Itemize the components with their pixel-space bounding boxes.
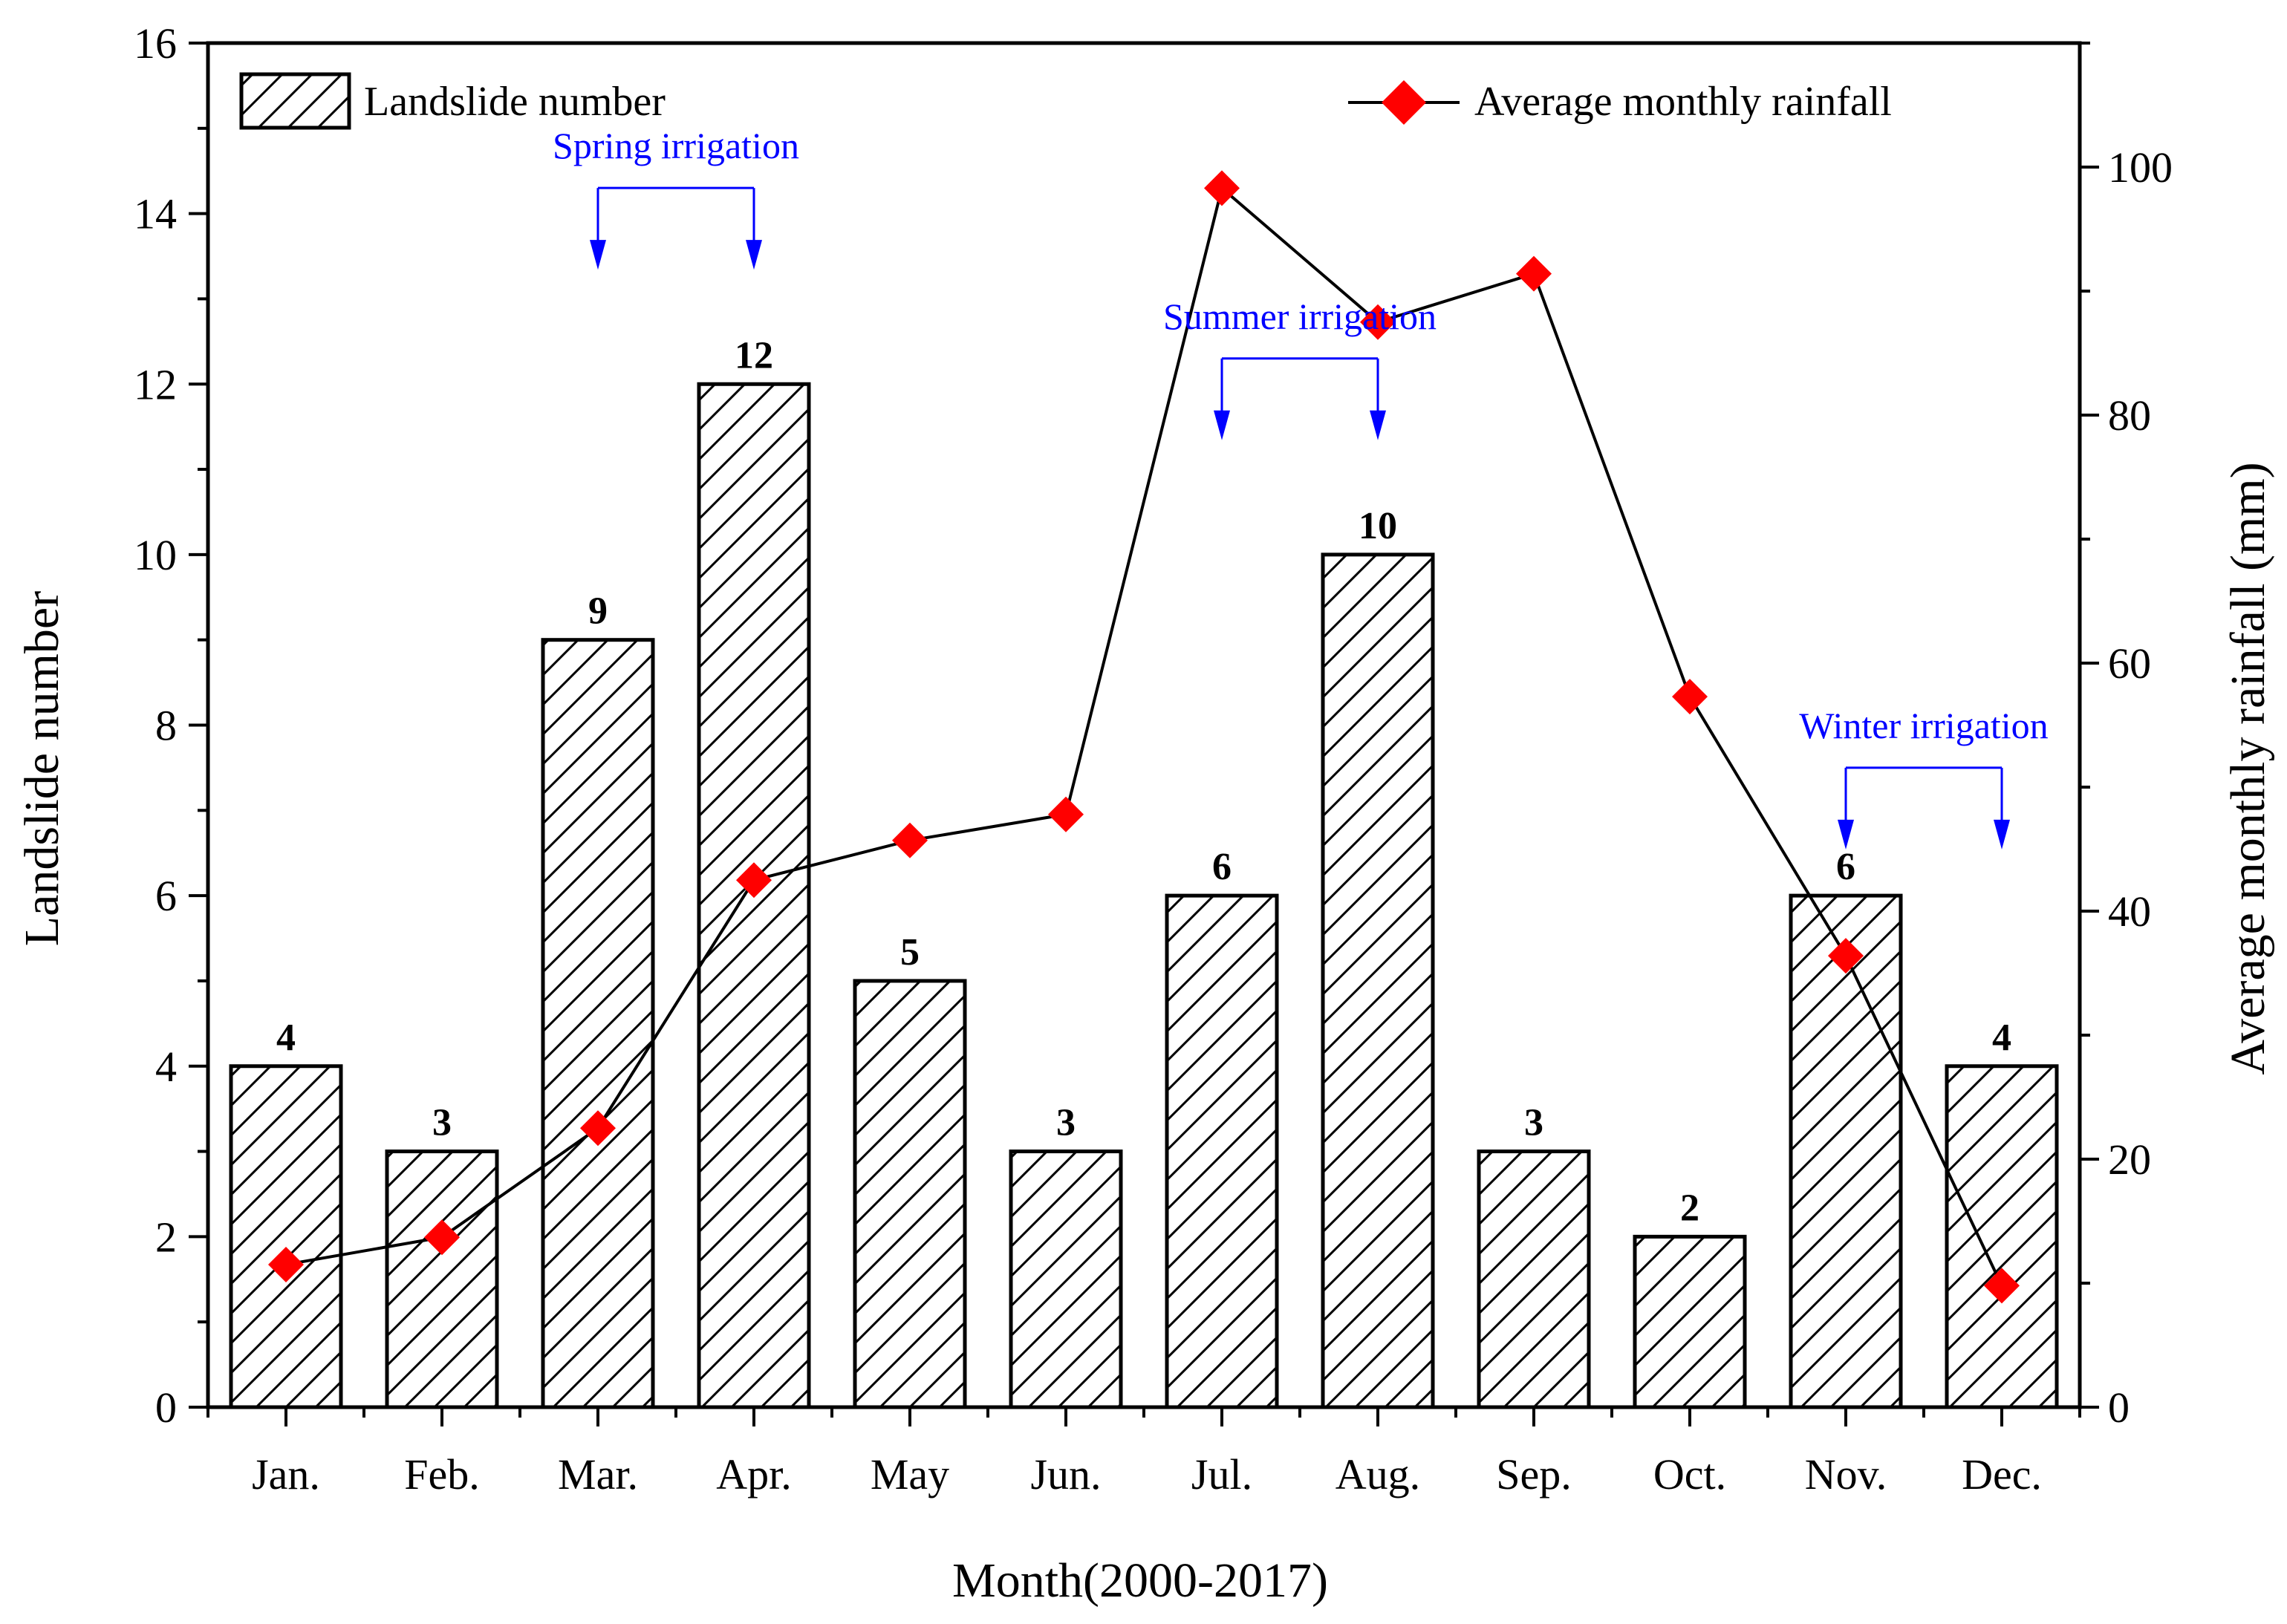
y-tick-label: 6 — [155, 872, 177, 920]
rainfall-point-4 — [736, 862, 772, 899]
irrigation-annotations: Spring irrigation Summer irrigation Winter… — [553, 125, 2049, 849]
irrigation-annotation-2: Summer irrigation — [1163, 296, 1437, 440]
rainfall-polyline — [285, 185, 2003, 1287]
bar-2 — [385, 1149, 499, 1409]
bar-3 — [541, 638, 655, 1409]
irrigation-label: Summer irrigation — [1163, 296, 1437, 337]
bars — [229, 382, 2059, 1409]
rainfall-point-11 — [1828, 938, 1864, 974]
bar-labels: 4 3 9 12 5 3 6 10 3 2 6 4 — [276, 334, 2011, 1229]
rainfall-line — [268, 170, 2020, 1304]
x-tick-label: Feb. — [404, 1450, 480, 1499]
y-axis-title: Landslide number — [15, 591, 69, 946]
bar-8 — [1321, 552, 1435, 1409]
y2-tick-label: 100 — [2108, 143, 2173, 192]
irrigation-annotation-1: Spring irrigation — [553, 125, 799, 270]
x-tick-label: Mar. — [558, 1450, 638, 1499]
bar-1 — [229, 1064, 343, 1409]
y2-tick-label: 20 — [2108, 1135, 2151, 1184]
y-tick-label: 8 — [155, 702, 177, 750]
x-axis-title: Month(2000-2017) — [952, 1553, 1328, 1608]
bar-5 — [853, 979, 967, 1409]
x-tick-label: Apr. — [716, 1450, 792, 1499]
rainfall-point-9 — [1516, 255, 1552, 292]
down-arrow-icon — [1838, 819, 1854, 849]
y-axis-right: 0 20 40 60 80 100 — [2080, 42, 2173, 1432]
rainfall-point-10 — [1672, 679, 1708, 715]
bar-value-label: 4 — [276, 1017, 296, 1059]
rainfall-point-6 — [1048, 796, 1084, 832]
x-tick-label: May — [871, 1450, 949, 1499]
down-arrow-icon — [1994, 819, 2010, 849]
x-tick-label: Jul. — [1191, 1450, 1252, 1499]
y2-tick-label: 0 — [2108, 1383, 2130, 1432]
legend-bar-label: Landslide number — [364, 79, 666, 125]
x-tick-label: Aug. — [1336, 1450, 1420, 1499]
bar-value-label: 10 — [1359, 505, 1397, 547]
x-tick-label: Nov. — [1805, 1450, 1887, 1499]
rainfall-point-5 — [892, 822, 928, 858]
bar-value-label: 9 — [588, 590, 608, 633]
rainfall-point-12 — [1984, 1268, 2020, 1304]
x-tick-label: Dec. — [1962, 1450, 2042, 1499]
down-arrow-icon — [1370, 410, 1386, 440]
y2-axis-title: Average monthly rainfall (mm) — [2221, 462, 2275, 1074]
y-tick-label: 4 — [155, 1043, 177, 1091]
x-tick-label: Jun. — [1030, 1450, 1101, 1499]
y-tick-label: 16 — [134, 19, 177, 68]
legend-diamond-icon — [1382, 80, 1426, 125]
y-tick-label: 10 — [134, 531, 177, 579]
legend: Landslide number Average monthly rainfal… — [239, 72, 1892, 130]
bar-value-label: 2 — [1680, 1187, 1699, 1229]
legend-line-label: Average monthly rainfall — [1474, 79, 1892, 125]
y-tick-label: 0 — [155, 1383, 177, 1432]
bar-value-label: 12 — [735, 334, 773, 376]
bar-value-label: 3 — [1056, 1102, 1076, 1144]
bar-value-label: 6 — [1836, 846, 1855, 888]
irrigation-label: Winter irrigation — [1799, 705, 2048, 746]
y2-tick-label: 60 — [2108, 639, 2151, 688]
rainfall-point-7 — [1204, 170, 1240, 206]
bar-value-label: 6 — [1212, 846, 1232, 888]
x-tick-label: Jan. — [252, 1450, 320, 1499]
down-arrow-icon — [590, 240, 606, 270]
y-tick-label: 12 — [134, 360, 177, 408]
rainfall-point-3 — [580, 1110, 616, 1147]
bar-10 — [1633, 1234, 1747, 1409]
bar-value-label: 3 — [432, 1102, 452, 1144]
y-tick-label: 14 — [134, 190, 177, 238]
rainfall-point-8 — [1360, 304, 1396, 340]
bar-7 — [1165, 893, 1279, 1409]
bar-6 — [1009, 1149, 1123, 1409]
y-tick-label: 2 — [155, 1213, 177, 1261]
irrigation-annotation-3: Winter irrigation — [1799, 705, 2049, 849]
down-arrow-icon — [1214, 410, 1230, 440]
y-axis-left: 0 2 4 6 8 10 12 14 16 — [134, 19, 208, 1432]
x-tick-label: Oct. — [1653, 1450, 1726, 1499]
x-tick-label: Sep. — [1496, 1450, 1572, 1499]
bar-9 — [1477, 1149, 1591, 1409]
bar-12 — [1945, 1064, 2059, 1409]
down-arrow-icon — [746, 240, 762, 270]
irrigation-label: Spring irrigation — [553, 125, 799, 166]
x-axis: Jan. Feb. Mar. Apr. May Jun. Jul. Aug. Sep. Oct. N… — [206, 1407, 2081, 1499]
bar-value-label: 5 — [900, 931, 920, 974]
rainfall-point-1 — [268, 1246, 304, 1282]
rainfall-point-2 — [424, 1219, 460, 1256]
bar-value-label: 3 — [1524, 1102, 1543, 1144]
bar-value-label: 4 — [1992, 1017, 2011, 1059]
bar-11 — [1789, 893, 1903, 1409]
legend-bar-swatch — [239, 72, 351, 130]
y2-tick-label: 80 — [2108, 391, 2151, 440]
y2-tick-label: 40 — [2108, 887, 2151, 936]
